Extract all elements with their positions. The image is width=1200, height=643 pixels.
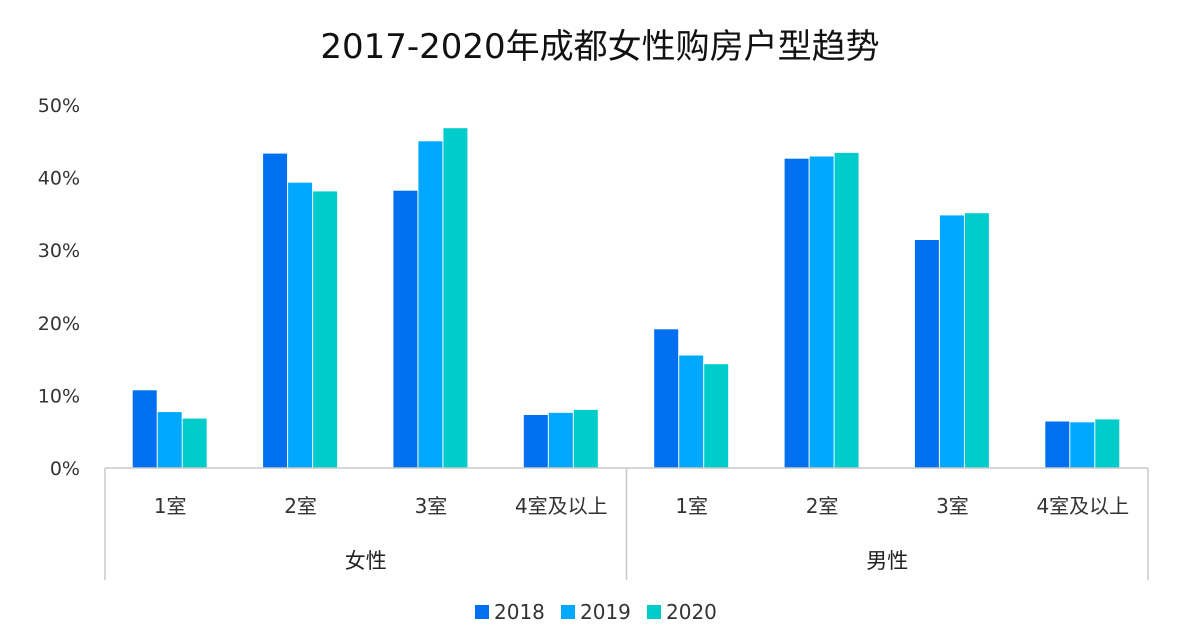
bar-2019 xyxy=(288,182,313,468)
bar-2020 xyxy=(443,128,468,468)
bar-2018 xyxy=(132,390,157,468)
legend-swatch-2020 xyxy=(647,605,661,619)
x-tick-label: 3室 xyxy=(936,494,969,518)
x-tick-label: 2室 xyxy=(284,494,317,518)
bar-2020 xyxy=(834,152,859,468)
bar-2018 xyxy=(523,415,548,468)
legend-label: 2020 xyxy=(666,600,717,624)
legend-swatch-2019 xyxy=(561,605,575,619)
bar-2020 xyxy=(573,409,598,468)
x-tick-label: 2室 xyxy=(806,494,839,518)
y-tick-label: 0% xyxy=(50,458,80,480)
y-tick-label: 40% xyxy=(38,168,80,190)
chart-title: 2017-2020年成都女性购房户型趋势 xyxy=(320,27,879,67)
bar-2020 xyxy=(704,364,729,468)
x-tick-label: 4室及以上 xyxy=(515,494,608,518)
bar-2019 xyxy=(548,412,573,468)
x-tick-label: 1室 xyxy=(154,494,187,518)
bar-2019 xyxy=(809,156,834,468)
group-label: 女性 xyxy=(345,549,387,573)
y-tick-label: 50% xyxy=(38,95,80,117)
bar-2019 xyxy=(939,215,964,468)
x-tick-label: 3室 xyxy=(415,494,448,518)
bar-2018 xyxy=(914,240,939,468)
bar-2018 xyxy=(263,153,288,468)
bar-2020 xyxy=(1095,419,1120,468)
group-label: 男性 xyxy=(866,549,908,573)
y-tick-label: 30% xyxy=(38,240,80,262)
y-tick-label: 10% xyxy=(38,385,80,407)
x-tick-label: 4室及以上 xyxy=(1036,494,1129,518)
bar-2019 xyxy=(418,141,443,469)
bar-2019 xyxy=(1070,422,1095,468)
bar-2018 xyxy=(1045,421,1070,468)
y-tick-label: 20% xyxy=(38,313,80,335)
bar-2019 xyxy=(157,412,182,468)
legend: 2018 2019 2020 xyxy=(475,600,717,624)
bar-2019 xyxy=(679,355,704,468)
legend-swatch-2018 xyxy=(475,605,489,619)
x-tick-label: 1室 xyxy=(675,494,708,518)
legend-label: 2019 xyxy=(580,600,631,624)
bar-2018 xyxy=(654,329,679,468)
bar-2020 xyxy=(964,213,989,468)
bar-2020 xyxy=(182,418,207,468)
bar-2020 xyxy=(313,191,338,468)
bar-2018 xyxy=(784,158,809,468)
bar-2018 xyxy=(393,190,418,468)
legend-label: 2018 xyxy=(494,600,545,624)
